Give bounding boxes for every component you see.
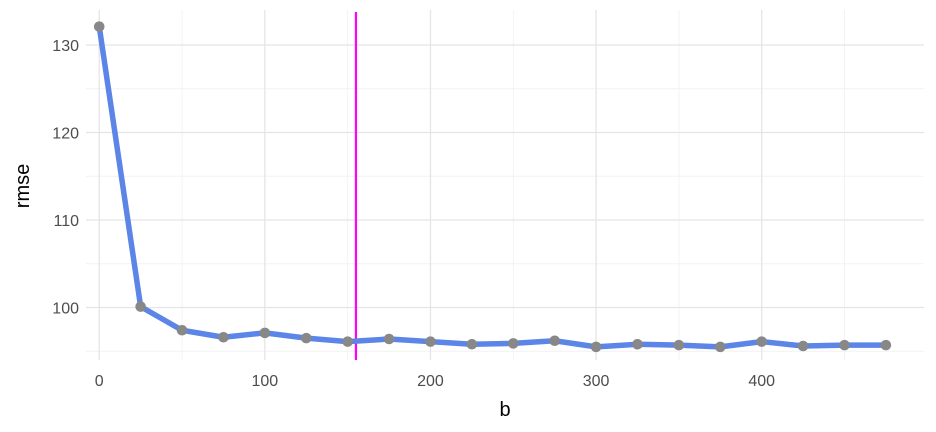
- data-point: [259, 327, 271, 339]
- data-point: [300, 332, 312, 344]
- x-tick-label: 300: [583, 373, 610, 390]
- data-point: [93, 21, 105, 32]
- x-axis-title: b: [499, 399, 510, 421]
- data-point: [383, 333, 395, 345]
- data-point: [135, 301, 146, 312]
- points-layer: [93, 21, 892, 353]
- y-tick-label: 110: [53, 213, 79, 230]
- y-tick-label: 100: [52, 301, 79, 318]
- data-point: [673, 339, 685, 351]
- x-tick-label: 0: [95, 373, 104, 390]
- data-point: [425, 336, 436, 347]
- y-tick-label: 130: [52, 38, 79, 55]
- data-point: [714, 341, 726, 353]
- data-point: [342, 336, 353, 347]
- data-point: [466, 338, 478, 350]
- data-point: [549, 335, 560, 347]
- x-axis-ticks: 0 100 200 300 400: [95, 373, 775, 390]
- data-point: [632, 338, 643, 350]
- y-axis-ticks: 100 110 120 130: [52, 38, 79, 318]
- y-axis-title: rmse: [12, 164, 34, 208]
- x-tick-label: 100: [252, 373, 279, 390]
- data-point: [756, 336, 767, 347]
- x-tick-label: 200: [417, 373, 444, 390]
- data-point: [590, 341, 602, 353]
- grid: [86, 10, 924, 360]
- data-point: [176, 324, 188, 336]
- data-point: [839, 339, 850, 351]
- x-tick-label: 400: [748, 373, 775, 390]
- data-point: [218, 331, 229, 343]
- data-point: [797, 340, 809, 352]
- data-point: [880, 339, 892, 351]
- rmse-series-line: [96, 23, 889, 350]
- data-point: [507, 338, 519, 349]
- series-layer: [96, 23, 889, 350]
- y-tick-label: 120: [52, 126, 79, 143]
